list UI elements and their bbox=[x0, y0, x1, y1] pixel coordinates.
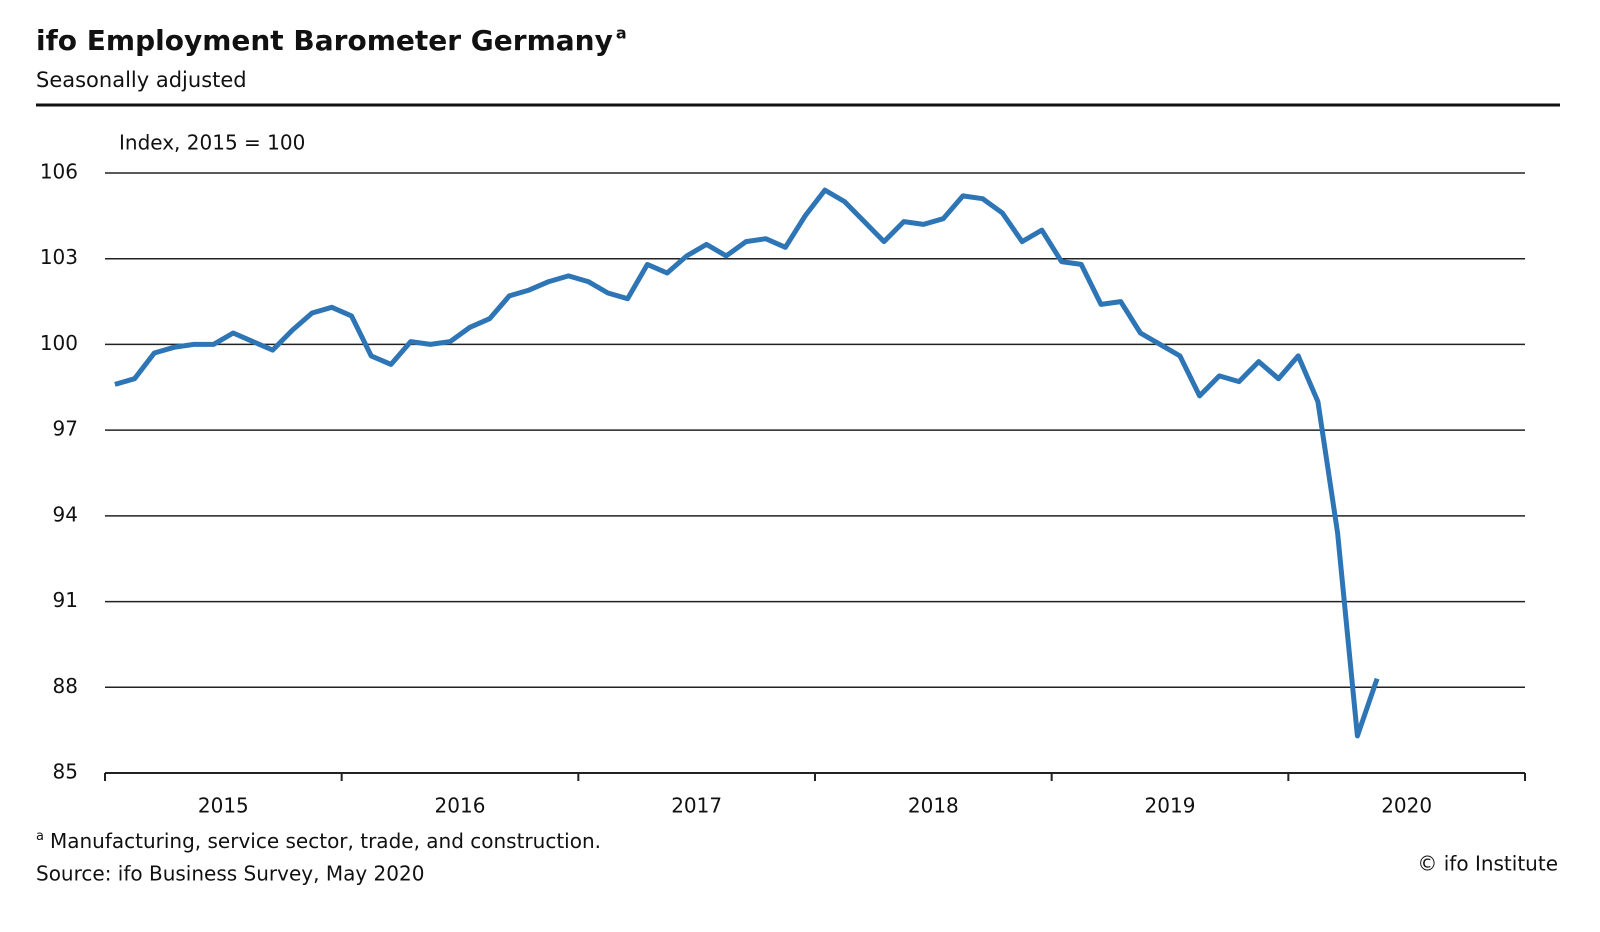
chart-title: ifo Employment Barometer Germany bbox=[36, 24, 613, 57]
y-tick-label: 106 bbox=[40, 160, 78, 184]
chart-subtitle: Seasonally adjusted bbox=[36, 68, 247, 92]
y-tick-label: 88 bbox=[53, 674, 78, 698]
footnote-marker: a bbox=[36, 829, 44, 844]
credit: © ifo Institute bbox=[1417, 852, 1558, 876]
y-tick-label: 97 bbox=[53, 417, 78, 441]
y-tick-label: 103 bbox=[40, 245, 78, 269]
y-axis-label: Index, 2015 = 100 bbox=[119, 131, 305, 155]
y-tick-label: 94 bbox=[53, 502, 78, 526]
title-marker: a bbox=[616, 24, 627, 43]
footnote-text: Manufacturing, service sector, trade, an… bbox=[50, 829, 601, 853]
x-tick-label: 2017 bbox=[671, 794, 722, 818]
y-tick-label: 91 bbox=[53, 588, 78, 612]
x-tick-label: 2020 bbox=[1381, 794, 1432, 818]
x-tick-label: 2019 bbox=[1145, 794, 1196, 818]
y-tick-label: 100 bbox=[40, 331, 78, 355]
x-tick-label: 2018 bbox=[908, 794, 959, 818]
x-tick-label: 2015 bbox=[198, 794, 249, 818]
x-tick-label: 2016 bbox=[435, 794, 486, 818]
source: Source: ifo Business Survey, May 2020 bbox=[36, 862, 424, 886]
data-line bbox=[114, 187, 1380, 739]
y-tick-label: 85 bbox=[53, 760, 78, 784]
footnote: a Manufacturing, service sector, trade, a… bbox=[36, 829, 601, 853]
